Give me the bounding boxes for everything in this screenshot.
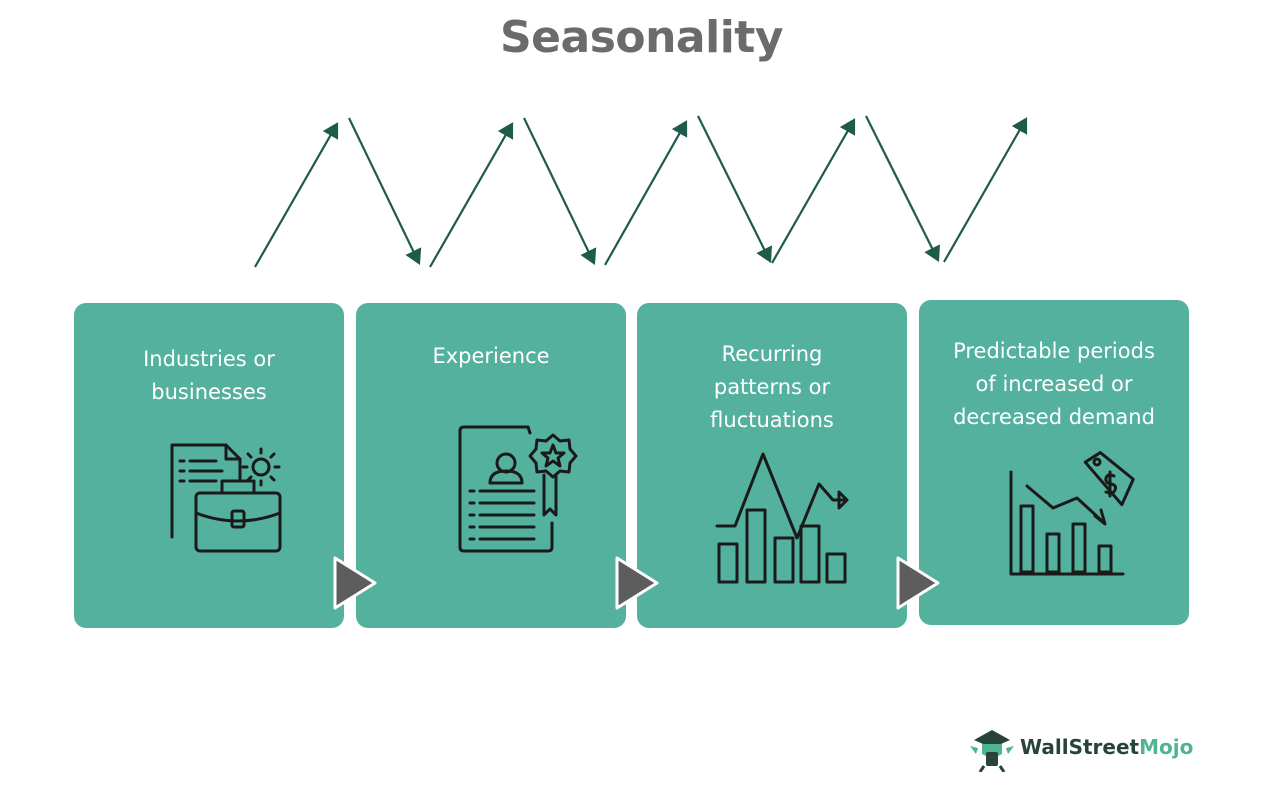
logo-text-street: Street xyxy=(1068,735,1140,759)
step-label: Experience xyxy=(432,344,550,368)
wallstreetmojo-logo: WallStreetMojo xyxy=(968,726,1198,772)
arrow-up-4 xyxy=(771,118,856,264)
step-box-predictable: Predictable periods of increased or decr… xyxy=(919,300,1189,625)
logo-text: WallStreetMojo xyxy=(1020,735,1193,759)
step-box-industries: Industries or businesses xyxy=(74,303,344,628)
zigzag-arrows xyxy=(254,115,1028,268)
arrow-up-2 xyxy=(429,122,514,268)
connector-arrow-2 xyxy=(615,556,659,610)
wallstreetmojo-mascot-icon xyxy=(970,730,1014,772)
step-label: Predictable periods of increased or decr… xyxy=(953,339,1155,429)
page-title: Seasonality xyxy=(499,12,784,63)
step-label: Industries or businesses xyxy=(143,347,275,404)
arrow-up-1 xyxy=(254,122,339,268)
logo-text-wall: Wall xyxy=(1020,735,1069,759)
step-box-recurring: Recurring patterns or fluctuations xyxy=(637,303,907,628)
price-drop-chart-icon xyxy=(1009,451,1135,576)
connector-arrow-1 xyxy=(333,556,377,610)
arrow-down-3 xyxy=(697,115,773,263)
arrow-down-4 xyxy=(865,115,940,262)
logo-text-mojo: Mojo xyxy=(1139,735,1194,759)
arrow-down-2 xyxy=(523,117,597,265)
step-label: Recurring patterns or fluctuations xyxy=(710,342,834,432)
step-box-experience: Experience xyxy=(356,303,626,628)
fluctuating-chart-icon xyxy=(715,452,849,584)
arrow-up-5 xyxy=(943,117,1028,263)
briefcase-document-icon xyxy=(170,443,282,553)
resume-award-icon xyxy=(458,425,578,553)
connector-arrow-3 xyxy=(896,556,940,610)
arrow-up-3 xyxy=(604,120,688,266)
arrow-down-1 xyxy=(348,117,422,265)
